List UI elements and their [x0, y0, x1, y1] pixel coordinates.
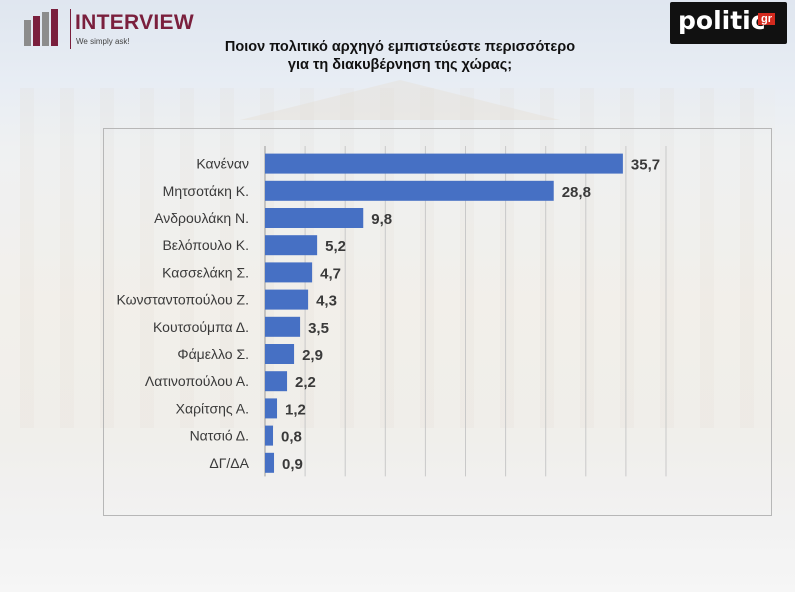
chart-title-line-2: για τη διακυβέρνηση της χώρας;	[287, 57, 513, 73]
bar	[265, 316, 301, 337]
category-label: Ανδρουλάκη Ν.	[154, 210, 249, 226]
value-label: 2,9	[302, 347, 323, 364]
value-label: 28,8	[562, 184, 591, 201]
value-label: 2,2	[295, 374, 316, 391]
chart-frame	[103, 128, 772, 516]
value-label: 0,8	[281, 429, 302, 446]
category-label: Νατσιό Δ.	[190, 428, 249, 444]
category-label: Κασσελάκη Σ.	[162, 264, 249, 280]
background-roof-shape	[240, 80, 560, 120]
category-label: Βελόπουλο Κ.	[162, 237, 249, 253]
bar	[265, 235, 318, 256]
value-label: 4,7	[320, 265, 341, 282]
category-label: Χαρίτσης Α.	[176, 400, 249, 416]
value-label: 1,2	[285, 401, 306, 418]
value-label: 5,2	[325, 238, 346, 255]
bar	[265, 153, 623, 174]
bar	[265, 344, 295, 364]
category-label: Φάμελλο Σ.	[177, 346, 249, 362]
bar	[265, 425, 274, 446]
value-label: 9,8	[371, 211, 392, 228]
background-building-image	[20, 88, 775, 428]
category-label: Κουτσούμπα Δ.	[153, 319, 249, 335]
interview-logo-divider	[70, 9, 71, 49]
chart-title: Ποιον πολιτικό αρχηγό εμπιστεύεστε περισ…	[150, 38, 650, 74]
politic-logo-gr-badge: gr	[758, 13, 775, 25]
bar	[265, 371, 288, 392]
interview-logo-text: INTERVIEW	[75, 11, 194, 34]
category-label: Λατινοπούλου Α.	[145, 373, 249, 389]
category-label: Κανέναν	[196, 156, 249, 172]
value-label: 35,7	[631, 157, 660, 174]
category-label: Κωνσταντοπούλου Ζ.	[116, 292, 249, 308]
bar	[265, 398, 278, 419]
value-label: 3,5	[308, 320, 329, 337]
value-label: 4,3	[316, 293, 337, 310]
politic-gr-logo: politic gr	[670, 2, 787, 44]
value-label: 0,9	[282, 456, 303, 473]
category-label: ΔΓ/ΔΑ	[209, 455, 249, 471]
bar	[265, 289, 309, 310]
chart-title-line-1: Ποιον πολιτικό αρχηγό εμπιστεύεστε περισ…	[224, 39, 576, 55]
bar	[265, 180, 554, 201]
bar	[265, 262, 313, 283]
interview-logo: INTERVIEW We simply ask!	[22, 6, 202, 52]
bar	[265, 208, 364, 228]
interview-logo-icon	[24, 9, 58, 46]
category-label: Μητσοτάκη Κ.	[163, 183, 249, 199]
politic-logo-text: politic	[678, 6, 766, 35]
interview-logo-tagline: We simply ask!	[76, 37, 130, 46]
bar	[265, 452, 275, 473]
